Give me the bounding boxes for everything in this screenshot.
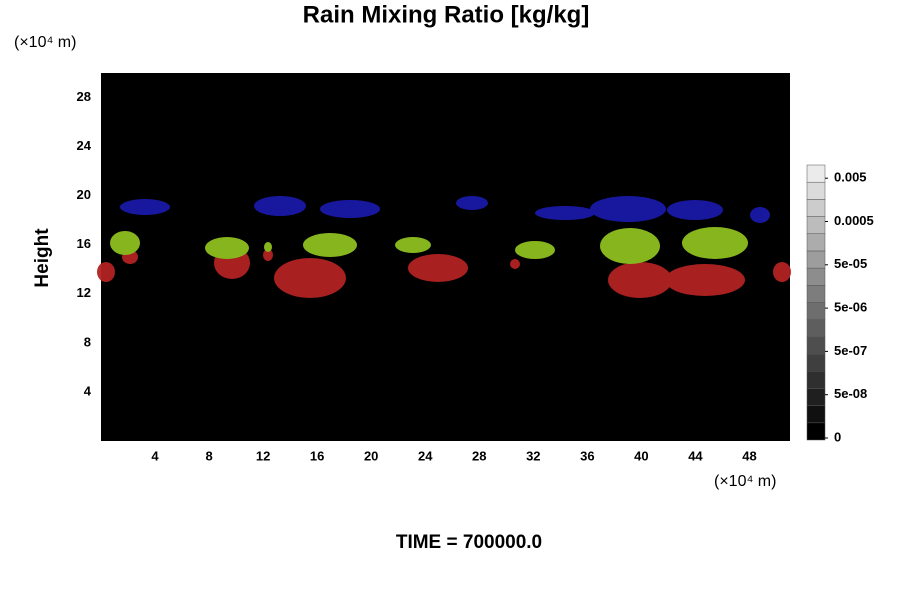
y-unit: (×10⁴ m) — [14, 34, 76, 51]
colorbar-tick-label: 0 — [834, 429, 841, 444]
x-tick-label: 36 — [580, 448, 594, 463]
footer: TIME = 700000.0 — [396, 532, 542, 553]
colorbar-swatch — [806, 319, 826, 338]
colorbar-swatch — [806, 422, 826, 441]
x-tick-label: 48 — [742, 448, 756, 463]
y-tick-label: 16 — [77, 236, 91, 251]
colorbar-swatch — [806, 164, 826, 183]
colorbar-tick-label: 5e-08 — [834, 386, 867, 401]
colorbar-swatch — [806, 405, 826, 424]
colorbar-tick-label: 0.005 — [834, 170, 867, 185]
colorbar-swatch — [806, 371, 826, 389]
colorbar-swatch — [806, 388, 826, 406]
x-tick-label: 12 — [256, 448, 270, 463]
colorbar-tick-label: 5e-07 — [834, 343, 867, 358]
colorbar-swatch — [806, 285, 826, 303]
y-tick-label: 28 — [77, 89, 91, 104]
y-tick-label: 20 — [77, 187, 91, 202]
colorbar-swatch — [806, 181, 826, 200]
colorbar-tick-label: 0.0005 — [834, 213, 874, 228]
x-tick-label: 8 — [205, 448, 212, 463]
y-tick-label: 4 — [84, 383, 92, 398]
colorbar-swatch — [806, 336, 826, 355]
colorbar-swatch — [806, 216, 826, 234]
x-tick-label: 4 — [151, 448, 159, 463]
colorbar-swatch — [806, 233, 826, 252]
colorbar-tick-label: 5e-06 — [834, 300, 867, 315]
x-tick-label: 44 — [688, 448, 703, 463]
colorbar-swatch — [806, 199, 826, 217]
x-tick-label: 32 — [526, 448, 540, 463]
colorbar-swatch — [806, 250, 826, 269]
colorbar-swatch — [806, 302, 826, 320]
y-tick-label: 12 — [77, 285, 91, 300]
x-tick-label: 20 — [364, 448, 378, 463]
x-tick-label: 16 — [310, 448, 324, 463]
contour-fields — [97, 196, 791, 298]
colorbar-swatch — [806, 267, 826, 286]
y-tick-label: 8 — [84, 334, 91, 349]
colorbar-swatch — [806, 353, 826, 372]
x-tick-label: 24 — [418, 448, 433, 463]
x-tick-label: 40 — [634, 448, 648, 463]
y-axis-label: Height — [32, 228, 53, 288]
chart-title: Rain Mixing Ratio [kg/kg] — [303, 1, 590, 28]
x-unit: (×10⁴ m) — [714, 473, 776, 490]
x-tick-label: 28 — [472, 448, 486, 463]
y-tick-label: 24 — [77, 138, 92, 153]
colorbar-tick-label: 5e-05 — [834, 256, 867, 271]
